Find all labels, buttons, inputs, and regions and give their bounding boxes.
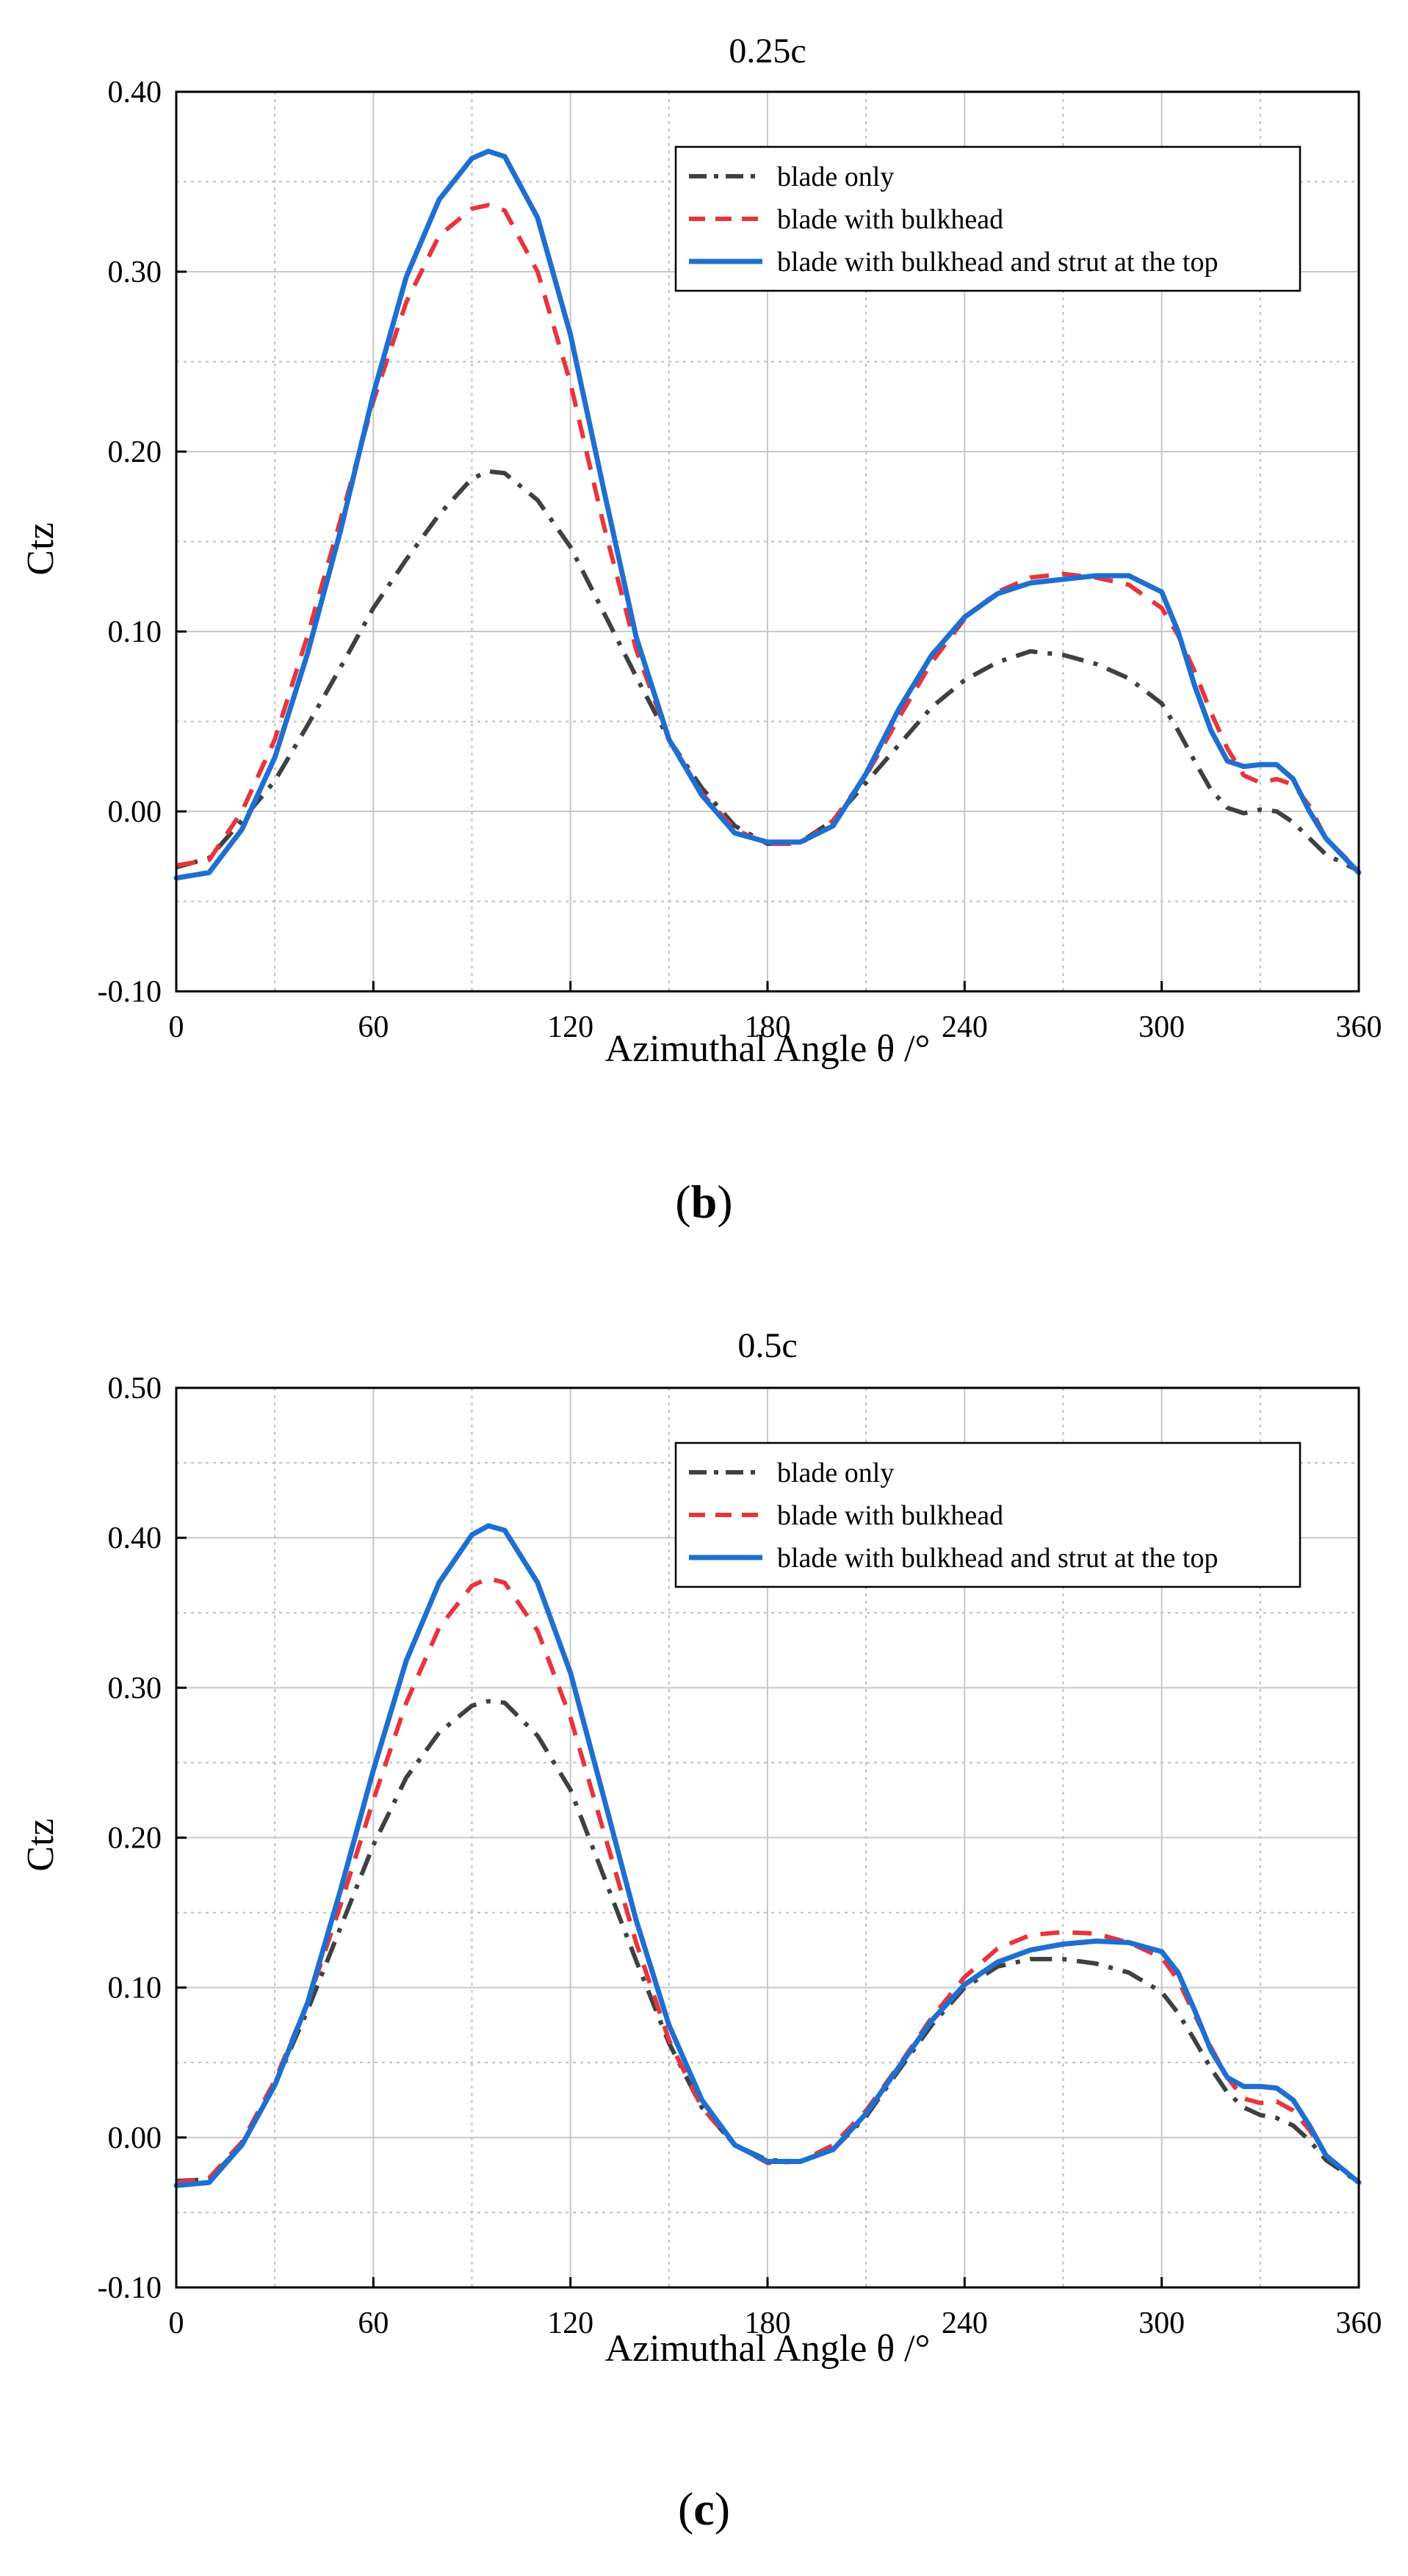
caption-c-letter: c <box>693 2483 715 2535</box>
x-tick-label: 300 <box>1138 1010 1185 1044</box>
y-tick-label: 0.50 <box>108 1372 162 1405</box>
y-tick-label: 0.30 <box>108 1671 162 1705</box>
x-tick-label: 60 <box>358 1010 389 1044</box>
y-tick-label: 0.40 <box>108 1522 162 1555</box>
y-tick-label: 0.00 <box>108 795 162 829</box>
legend-box <box>674 1441 1302 1588</box>
y-tick-label: 0.10 <box>108 615 162 649</box>
legend-label: blade with bulkhead and strut at the top <box>777 247 1218 278</box>
caption-c: (c) <box>677 2483 731 2535</box>
x-tick-label: 240 <box>942 2307 988 2340</box>
plot-frame <box>175 1386 1360 2289</box>
y-axis-label: Ctz <box>20 522 62 575</box>
x-tick-label: 240 <box>942 1010 988 1044</box>
x-tick-label: 360 <box>1336 1010 1382 1044</box>
y-tick-label: 0.30 <box>108 256 162 289</box>
series-line-blade-only <box>176 468 1360 873</box>
legend-label: blade with bulkhead and strut at the top <box>777 1543 1218 1574</box>
y-axis-label: Ctz <box>20 1818 62 1871</box>
x-tick-label: 120 <box>547 2307 593 2340</box>
series-line-blade-with-bulkhead-and-strut <box>173 1523 1362 2188</box>
legend-box <box>674 145 1302 292</box>
y-tick-label: 0.00 <box>108 2121 162 2155</box>
x-tick-label: 0 <box>169 1010 184 1044</box>
y-tick-label: 0.20 <box>108 1822 162 1856</box>
caption-b-letter: b <box>690 1176 718 1228</box>
x-tick-label: 360 <box>1336 2307 1382 2340</box>
legend-label: blade only <box>777 162 894 192</box>
x-tick-label: 180 <box>745 1010 791 1044</box>
chart-title: 0.5c <box>737 1326 797 1365</box>
chart-panel-c: -0.10 0.00 0.10 0.20 0.30 0.40 0.50 0 60 120 180 24… <box>20 1326 1382 2370</box>
x-axis-label: Azimuthal Angle θ /° <box>605 2328 931 2370</box>
y-tick-label: -0.10 <box>98 975 162 1009</box>
legend-label: blade only <box>777 1458 894 1488</box>
x-tick-label: 0 <box>169 2307 184 2340</box>
chart-title: 0.25c <box>729 32 806 70</box>
x-tick-label: 180 <box>745 2307 791 2340</box>
x-tick-label: 120 <box>547 1010 593 1044</box>
caption-b: (b) <box>675 1176 733 1228</box>
series-line-blade-with-bulkhead <box>176 203 1361 872</box>
x-axis-label: Azimuthal Angle θ /° <box>605 1028 931 1070</box>
x-tick-label: 60 <box>358 2307 389 2340</box>
chart-panel-b: -0.10 0.00 0.10 0.20 0.30 0.40 0 60 120 180 240 300… <box>20 32 1382 1070</box>
y-tick-label: 0.40 <box>108 76 162 109</box>
plot-frame <box>175 90 1360 993</box>
y-tick-label: 0.20 <box>108 435 162 469</box>
x-tick-label: 300 <box>1138 2307 1185 2340</box>
y-tick-label: -0.10 <box>98 2271 162 2305</box>
legend-label: blade with bulkhead <box>777 1500 1003 1531</box>
y-tick-label: 0.10 <box>108 1972 162 2005</box>
series-line-blade-with-bulkhead-and-strut <box>173 148 1362 881</box>
legend-label: blade with bulkhead <box>777 204 1003 235</box>
